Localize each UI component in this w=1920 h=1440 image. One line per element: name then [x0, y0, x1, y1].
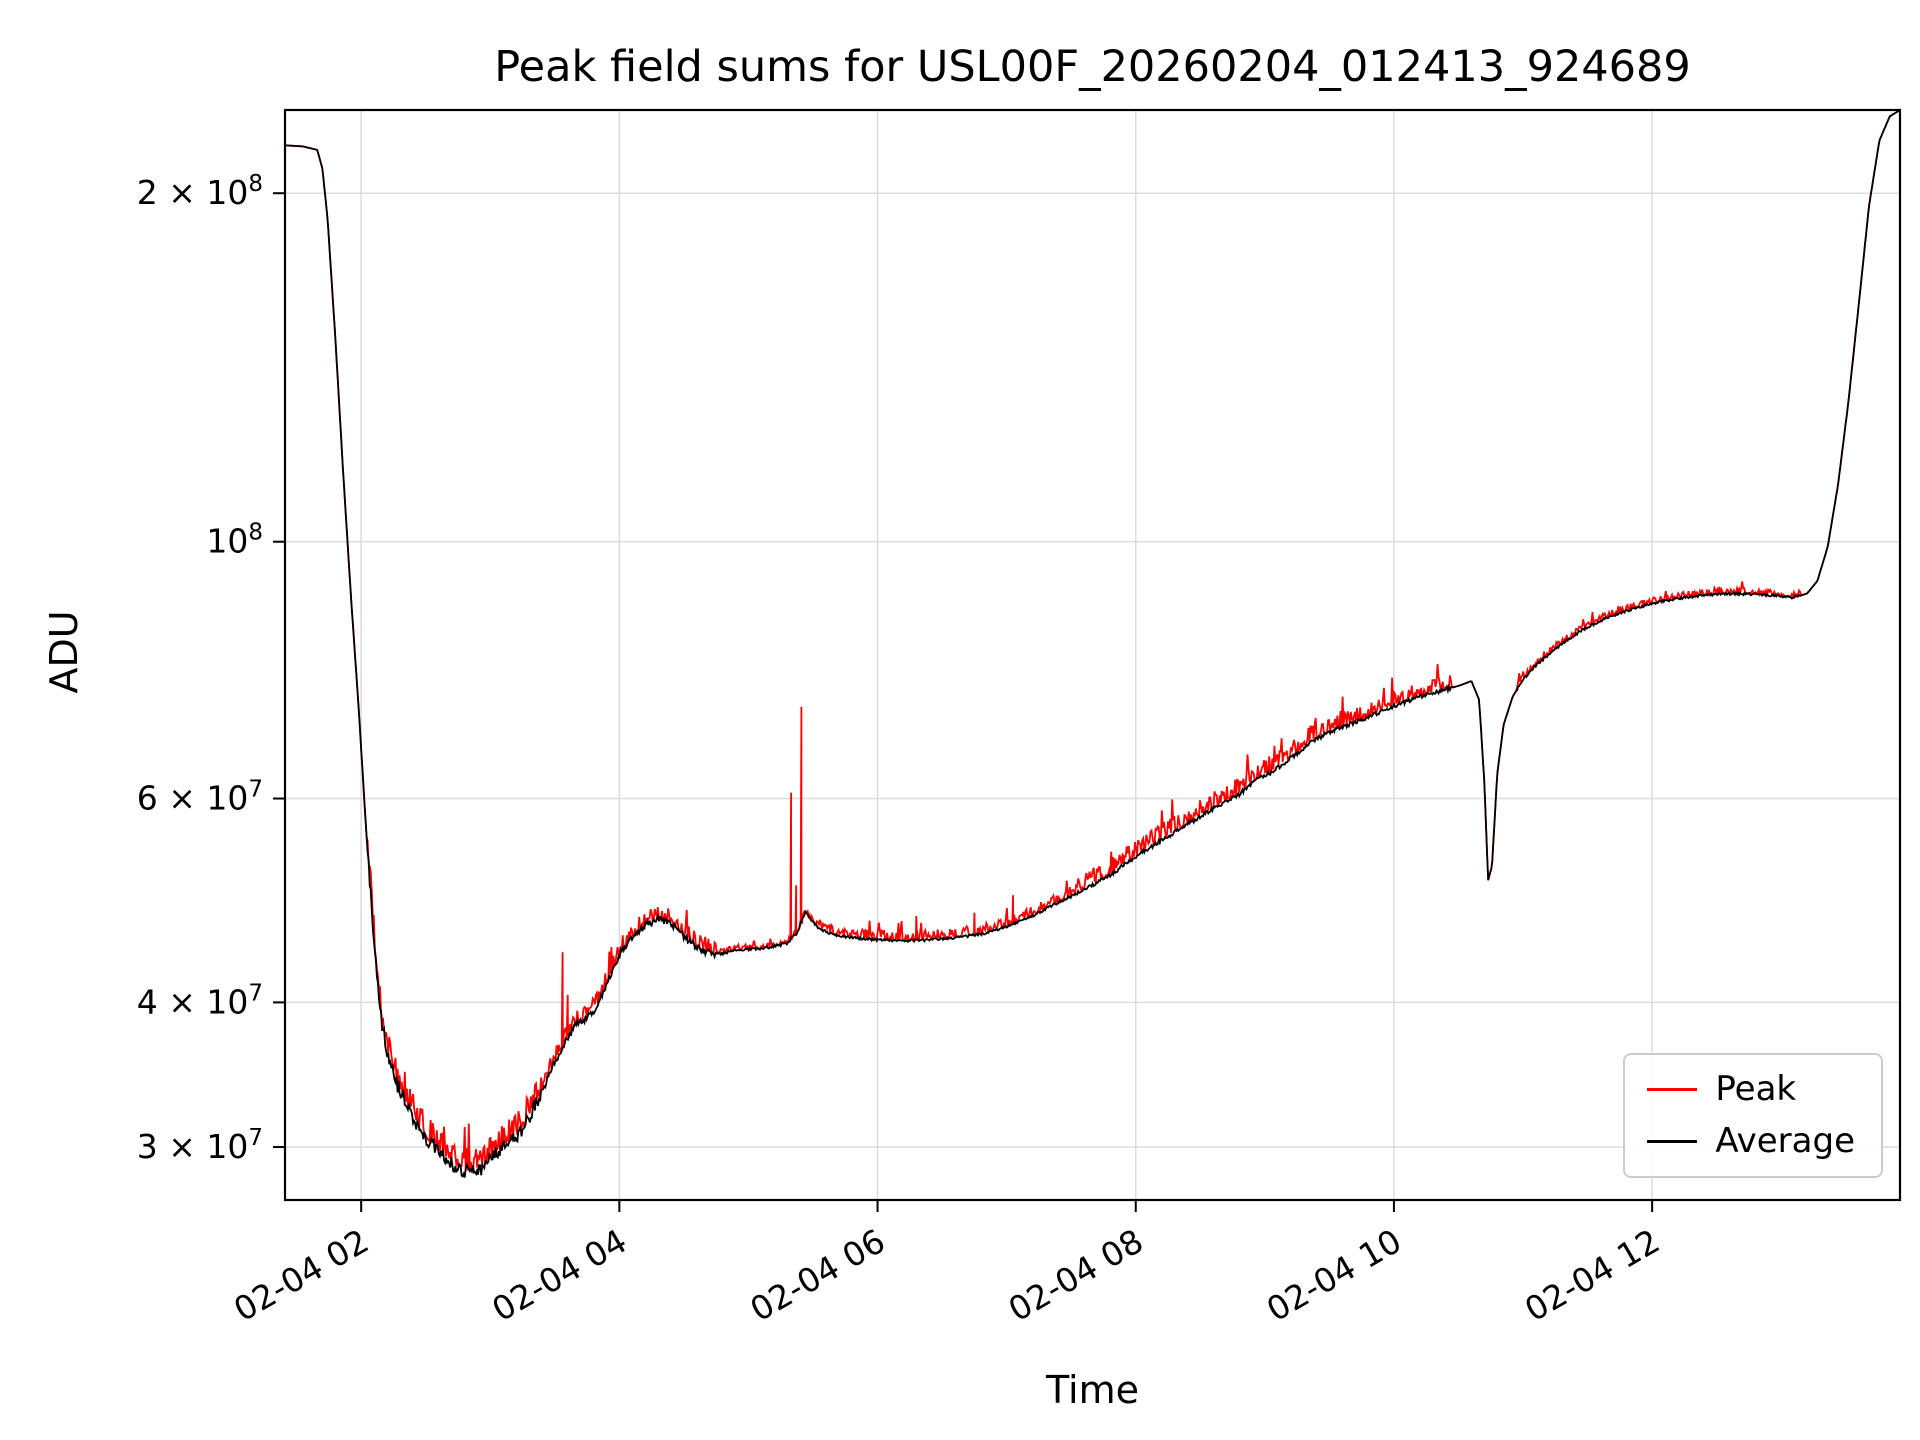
legend-entry-peak: Peak — [1647, 1069, 1855, 1110]
svg-text:02-04 12: 02-04 12 — [1518, 1221, 1666, 1329]
svg-text:02-04 08: 02-04 08 — [1002, 1221, 1150, 1329]
average-line-swatch — [1647, 1139, 1698, 1143]
svg-text:2 × 108: 2 × 108 — [137, 171, 263, 212]
svg-text:4 × 107: 4 × 107 — [137, 980, 263, 1021]
svg-text:02-04 10: 02-04 10 — [1260, 1221, 1408, 1329]
y-axis-label: ADU — [42, 610, 86, 694]
chart-title: Peak field sums for USL00F_20260204_0124… — [494, 42, 1691, 92]
svg-text:02-04 06: 02-04 06 — [744, 1221, 892, 1329]
legend-label-average: Average — [1715, 1120, 1855, 1161]
x-axis-label: Time — [1046, 1368, 1139, 1412]
svg-text:02-04 02: 02-04 02 — [227, 1221, 375, 1329]
legend-entry-average: Average — [1647, 1120, 1855, 1161]
svg-text:108: 108 — [206, 520, 263, 561]
svg-text:3 × 107: 3 × 107 — [137, 1125, 263, 1166]
peak-line-swatch — [1647, 1088, 1698, 1092]
legend: Peak Average — [1623, 1053, 1883, 1178]
svg-text:02-04 04: 02-04 04 — [485, 1221, 633, 1329]
svg-text:6 × 107: 6 × 107 — [137, 777, 263, 818]
legend-label-peak: Peak — [1715, 1069, 1797, 1110]
